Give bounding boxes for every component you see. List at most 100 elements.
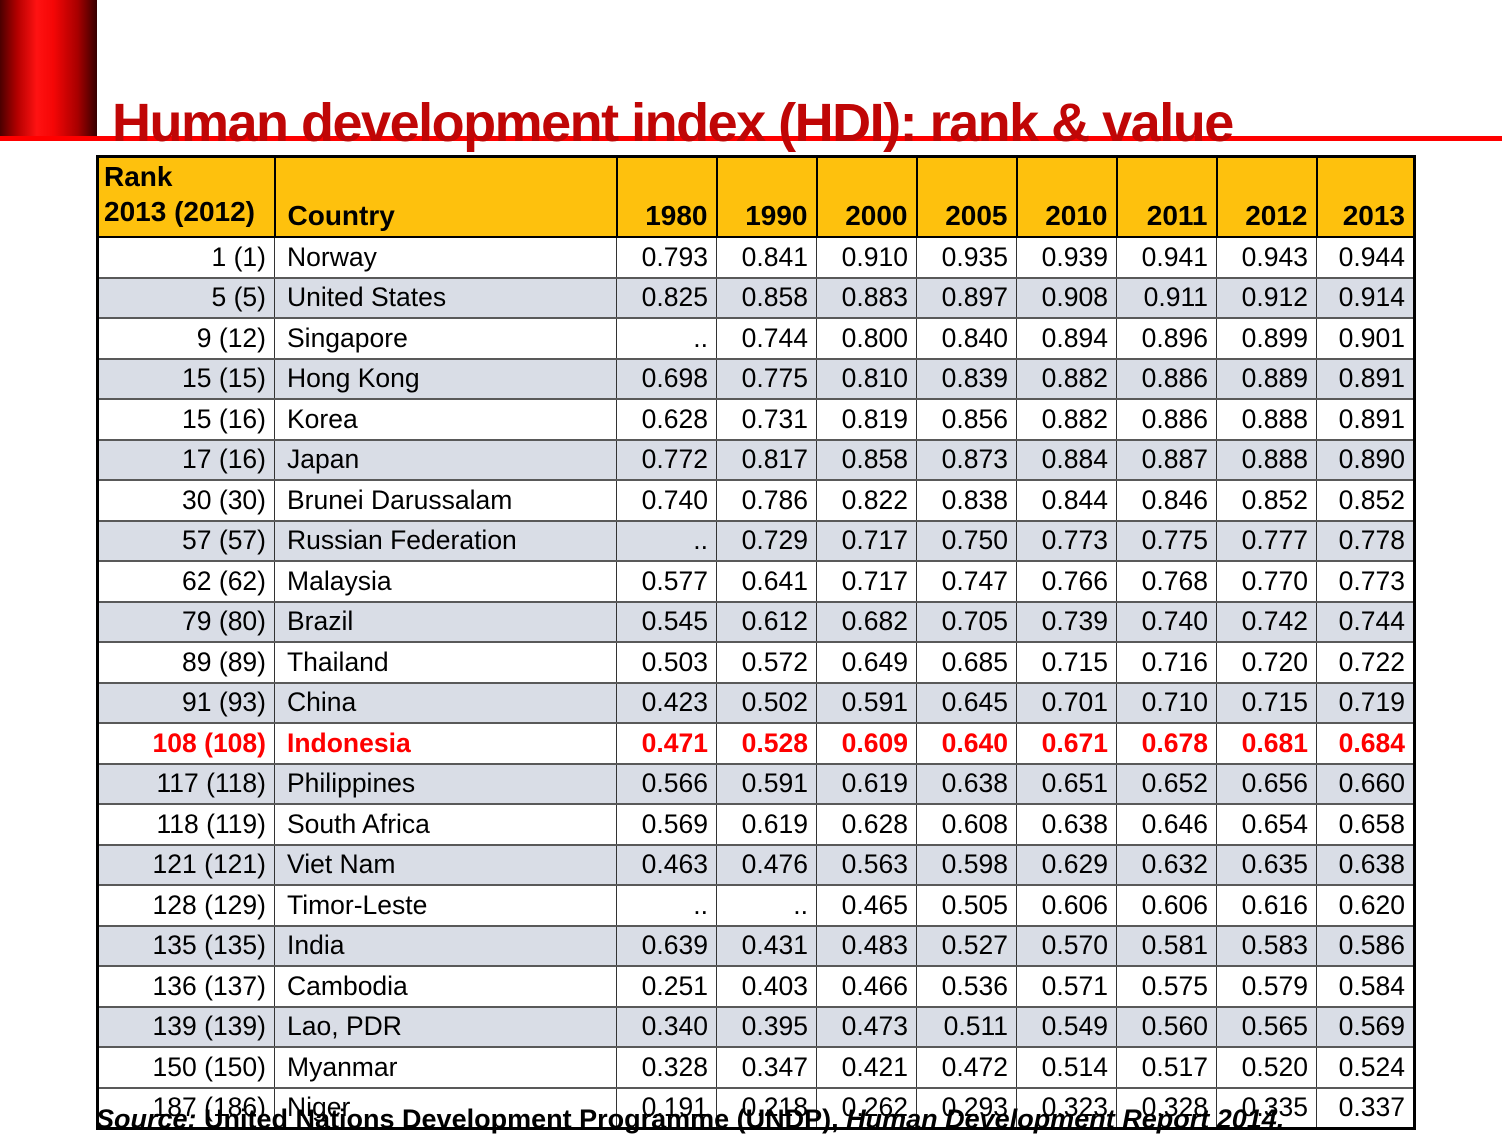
value-cell: 0.471 [616,722,717,765]
value-cell: 0.888 [1216,398,1317,441]
country-cell: Lao, PDR [274,1005,617,1048]
hdi-table: Rank 2013 (2012) Country 1980 1990 2000 … [96,155,1416,1130]
rank-cell: 121 (121) [97,843,275,886]
rank-cell: 108 (108) [97,722,275,765]
table-header: Rank 2013 (2012) Country 1980 1990 2000 … [96,155,1416,238]
value-cell: 0.591 [716,762,817,805]
value-cell: 0.638 [916,762,1017,805]
value-cell: 0.606 [1116,884,1217,927]
value-cell: 0.569 [1316,1005,1415,1048]
country-cell: India [274,924,617,967]
value-cell: 0.883 [816,276,917,319]
value-cell: 0.786 [716,479,817,522]
value-cell: 0.817 [716,438,817,481]
rank-cell: 136 (137) [97,965,275,1008]
value-cell: 0.524 [1316,1046,1415,1089]
value-cell: 0.616 [1216,884,1317,927]
value-cell: 0.340 [616,1005,717,1048]
rank-cell: 128 (129) [97,884,275,927]
country-cell: China [274,681,617,724]
country-cell: Hong Kong [274,357,617,400]
country-cell: Brazil [274,600,617,643]
country-cell: Indonesia [274,722,617,765]
country-cell: Malaysia [274,560,617,603]
value-cell: 0.852 [1216,479,1317,522]
value-cell: 0.606 [1016,884,1117,927]
value-cell: 0.775 [716,357,817,400]
value-cell: 0.772 [616,438,717,481]
value-cell: 0.914 [1316,276,1415,319]
value-cell: 0.628 [816,803,917,846]
value-cell: 0.901 [1316,317,1415,360]
value-cell: 0.421 [816,1046,917,1089]
value-cell: 0.639 [616,924,717,967]
value-cell: 0.894 [1016,317,1117,360]
value-cell: 0.635 [1216,843,1317,886]
value-cell: 0.619 [716,803,817,846]
value-cell: 0.684 [1316,722,1415,765]
value-cell: 0.560 [1116,1005,1217,1048]
rank-cell: 139 (139) [97,1005,275,1048]
value-cell: 0.583 [1216,924,1317,967]
header-year-2010: 2010 [1015,155,1118,238]
table-row: 89 (89) Thailand 0.503 0.572 0.649 0.685 0.715… [97,641,1415,684]
rank-cell: 15 (15) [97,357,275,400]
value-cell: 0.619 [816,762,917,805]
value-cell: 0.897 [916,276,1017,319]
rank-cell: 1 (1) [97,236,275,279]
value-cell: 0.720 [1216,641,1317,684]
value-cell: 0.569 [616,803,717,846]
value-cell: 0.819 [816,398,917,441]
value-cell: 0.747 [916,560,1017,603]
source-text: United Nations Development Programme (UN… [196,1104,847,1134]
value-cell: 0.793 [616,236,717,279]
table-row: 5 (5) United States 0.825 0.858 0.883 0.897 0.… [97,276,1415,319]
value-cell: 0.652 [1116,762,1217,805]
value-cell: 0.775 [1116,519,1217,562]
value-cell: 0.717 [816,560,917,603]
value-cell: 0.841 [716,236,817,279]
value-cell: 0.466 [816,965,917,1008]
rank-cell: 17 (16) [97,438,275,481]
hdi-table-container: Rank 2013 (2012) Country 1980 1990 2000 … [96,155,1416,1130]
value-cell: 0.465 [816,884,917,927]
value-cell: 0.638 [1316,843,1415,886]
table-row: 150 (150) Myanmar 0.328 0.347 0.421 0.472 0.51… [97,1046,1415,1089]
value-cell: 0.638 [1016,803,1117,846]
value-cell: 0.846 [1116,479,1217,522]
header-year-2011: 2011 [1115,155,1218,238]
country-cell: United States [274,276,617,319]
value-cell: 0.882 [1016,357,1117,400]
value-cell: 0.575 [1116,965,1217,1008]
value-cell: 0.641 [716,560,817,603]
value-cell: 0.527 [916,924,1017,967]
value-cell: 0.586 [1316,924,1415,967]
value-cell: 0.337 [1316,1086,1415,1130]
value-cell: 0.549 [1016,1005,1117,1048]
value-cell: 0.520 [1216,1046,1317,1089]
rank-cell: 9 (12) [97,317,275,360]
country-cell: Myanmar [274,1046,617,1089]
value-cell: 0.632 [1116,843,1217,886]
rank-cell: 15 (16) [97,398,275,441]
rank-cell: 30 (30) [97,479,275,522]
title-divider-line [0,136,1502,141]
value-cell: 0.328 [616,1046,717,1089]
value-cell: 0.800 [816,317,917,360]
country-cell: Korea [274,398,617,441]
value-cell: 0.710 [1116,681,1217,724]
value-cell: 0.640 [916,722,1017,765]
value-cell: 0.810 [816,357,917,400]
value-cell: 0.908 [1016,276,1117,319]
value-cell: 0.722 [1316,641,1415,684]
value-cell: 0.646 [1116,803,1217,846]
value-cell: .. [616,884,717,927]
table-row: 57 (57) Russian Federation.. 0.729 0.717 0.7… [97,519,1415,562]
value-cell: 0.645 [916,681,1017,724]
value-cell: 0.884 [1016,438,1117,481]
header-rank-line1: Rank [104,161,173,192]
header-rank-line2: 2013 (2012) [104,196,256,227]
value-cell: 0.750 [916,519,1017,562]
value-cell: 0.545 [616,600,717,643]
header-year-1980: 1980 [615,155,718,238]
